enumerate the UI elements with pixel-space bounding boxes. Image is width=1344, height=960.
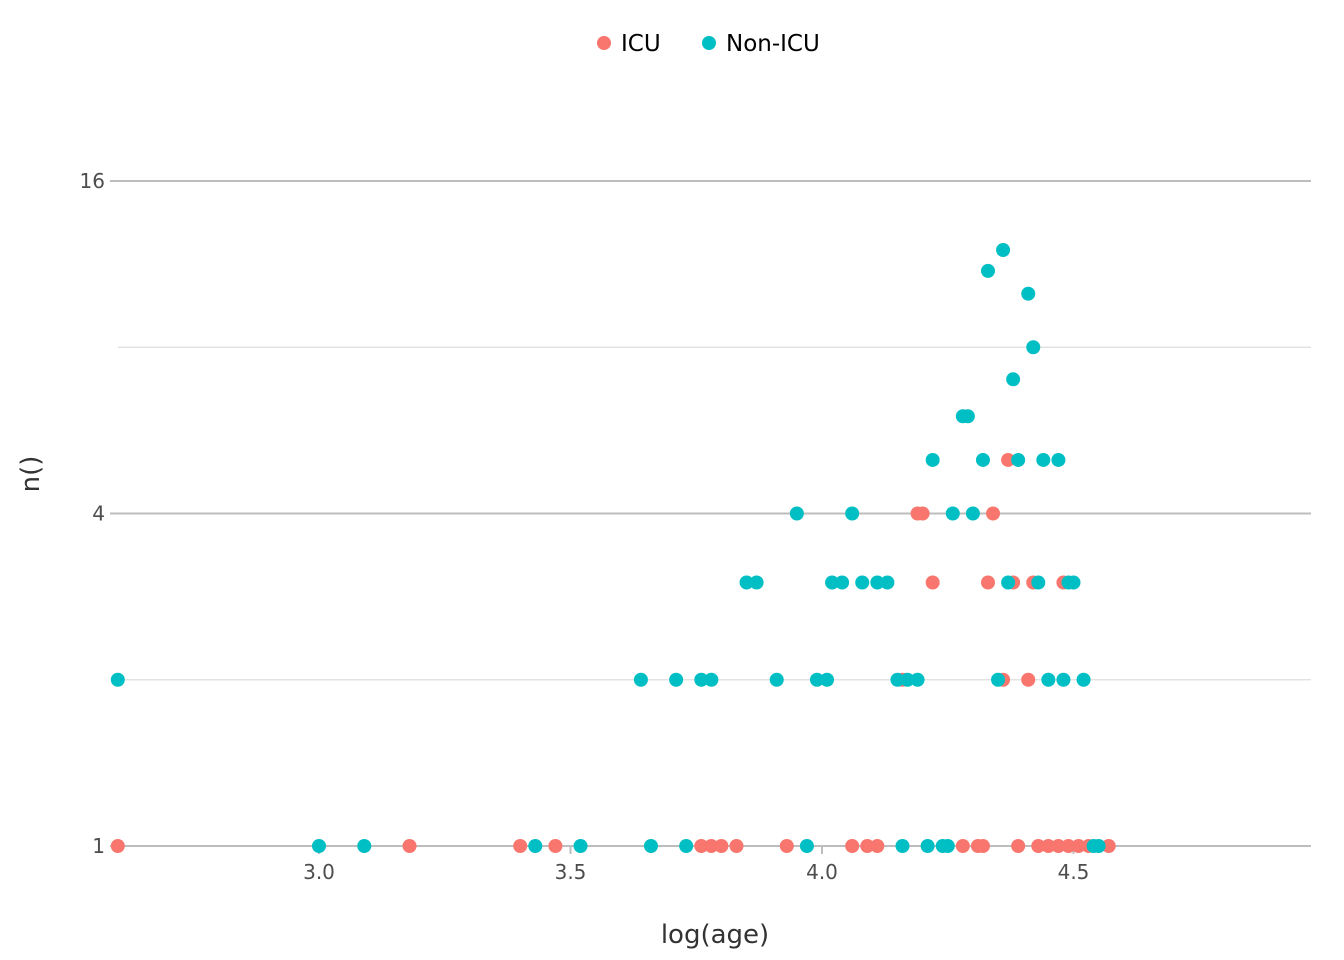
data-point [1066, 575, 1081, 590]
x-axis-ticks: 3.0 3.5 4.0 4.5 [303, 846, 1089, 884]
x-tick-label: 4.0 [806, 860, 838, 884]
data-point [749, 575, 764, 590]
data-point [870, 575, 885, 590]
data-point [789, 506, 804, 521]
data-point [694, 839, 709, 853]
data-point [940, 839, 955, 853]
data-point [1041, 839, 1056, 853]
data-point [975, 839, 990, 853]
data-point [900, 672, 915, 687]
data-point [1056, 672, 1071, 687]
x-tick-label: 4.5 [1058, 860, 1090, 884]
data-point [1021, 286, 1036, 301]
data-point [714, 839, 729, 853]
data-point [820, 672, 835, 687]
data-point [769, 672, 784, 687]
data-point [1091, 839, 1106, 853]
data-point [1041, 672, 1056, 687]
data-point [845, 839, 860, 853]
data-point [633, 672, 648, 687]
data-point [402, 839, 417, 853]
data-point [1001, 452, 1016, 467]
y-axis-ticks: 1 4 16 [80, 169, 118, 858]
data-point [704, 839, 719, 853]
data-point [860, 839, 875, 853]
legend-key-non-icu [702, 36, 716, 50]
y-tick-label: 16 [80, 169, 105, 193]
data-point [809, 672, 824, 687]
data-point [110, 839, 125, 853]
y-axis-title: n() [16, 456, 46, 493]
data-point [890, 672, 905, 687]
data-point [1101, 839, 1116, 853]
data-point [835, 575, 850, 590]
data-point [1011, 452, 1026, 467]
x-tick-label: 3.0 [303, 860, 335, 884]
data-point [110, 672, 125, 687]
data-point [779, 839, 794, 853]
data-point [1036, 452, 1051, 467]
data-point [729, 839, 744, 853]
legend: ICU Non-ICU [597, 31, 820, 57]
data-point [960, 409, 975, 424]
x-axis-title: log(age) [661, 920, 769, 950]
data-point [980, 263, 995, 278]
data-points [110, 242, 1116, 853]
data-point [870, 839, 885, 853]
data-point [1021, 672, 1036, 687]
legend-label-non-icu: Non-ICU [726, 31, 820, 57]
x-tick-label: 3.5 [555, 860, 587, 884]
data-point [669, 672, 684, 687]
data-point [925, 575, 940, 590]
data-point [925, 452, 940, 467]
data-point [1006, 372, 1021, 387]
data-point [799, 839, 814, 853]
series-non-icu [110, 242, 1106, 853]
data-point [357, 839, 372, 853]
data-point [955, 839, 970, 853]
y-tick-label: 4 [92, 502, 105, 526]
data-point [548, 839, 563, 853]
data-point [1076, 672, 1091, 687]
data-point [920, 839, 935, 853]
grid-lines [118, 180, 1311, 847]
data-point [704, 672, 719, 687]
data-point [910, 672, 925, 687]
data-point [895, 839, 910, 853]
data-point [1026, 340, 1041, 355]
data-point [1051, 839, 1066, 853]
data-point [855, 575, 870, 590]
data-point [1051, 452, 1066, 467]
legend-label-icu: ICU [621, 31, 661, 57]
data-point [986, 506, 1001, 521]
data-point [1001, 575, 1016, 590]
data-point [1031, 575, 1046, 590]
data-point [694, 672, 709, 687]
data-point [643, 839, 658, 853]
data-point [528, 839, 543, 853]
y-tick-label: 1 [92, 834, 105, 858]
data-point [945, 506, 960, 521]
data-point [739, 575, 754, 590]
data-point [679, 839, 694, 853]
data-point [1071, 839, 1086, 853]
data-point [980, 575, 995, 590]
data-point [880, 575, 895, 590]
data-point [573, 839, 588, 853]
legend-key-icu [597, 36, 611, 50]
data-point [1011, 839, 1026, 853]
data-point [825, 575, 840, 590]
data-point [312, 839, 326, 853]
data-point [975, 452, 990, 467]
data-point [1061, 839, 1076, 853]
data-point [965, 506, 980, 521]
data-point [845, 506, 860, 521]
data-point [915, 506, 930, 521]
data-point [991, 672, 1006, 687]
data-point [996, 242, 1011, 257]
data-point [1031, 839, 1046, 853]
data-point [513, 839, 528, 853]
